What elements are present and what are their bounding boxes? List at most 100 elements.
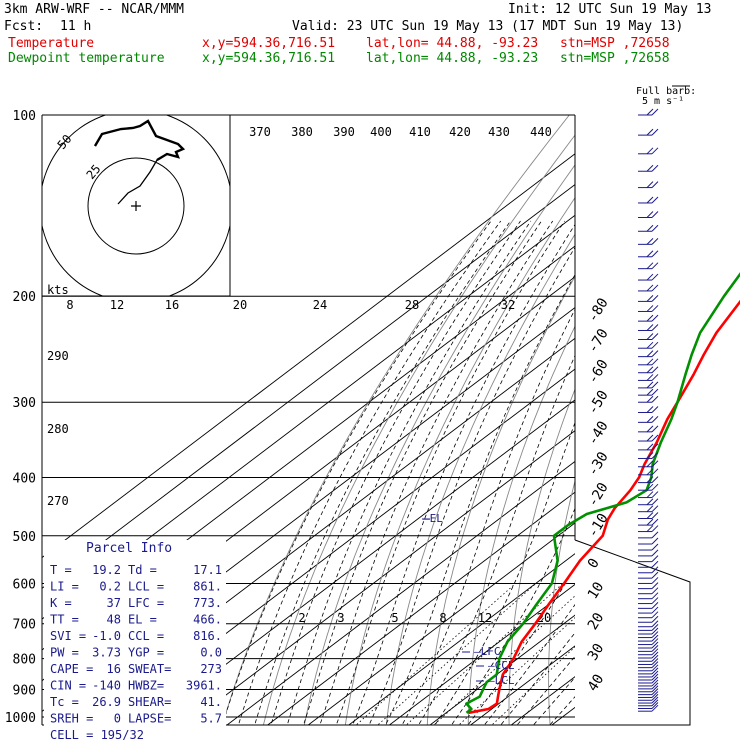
speed-unit-label: kts [47, 283, 69, 297]
valid-time: Valid: 23 UTC Sun 19 May 13 (17 MDT Sun … [292, 19, 684, 34]
isotherm-line [348, 553, 575, 725]
wind-barb-flag [651, 631, 659, 638]
hodo-trace-upper [93, 119, 186, 162]
isotherm-label: -30 [585, 449, 612, 479]
wind-barb-flag [651, 648, 659, 656]
isotherm-label: -60 [585, 357, 612, 387]
wind-barb-flag [651, 237, 659, 245]
annotation-lcl: —LCL [488, 674, 515, 687]
wind-barb-flag [651, 425, 659, 433]
parcel-value: 3.73 [92, 646, 121, 660]
annotation-ccl: —CCL [488, 659, 515, 672]
isotherm-line [185, 430, 575, 725]
wind-barb-flag [646, 505, 654, 513]
temp-latlon: lat,lon= 44.88, -93.23 [366, 36, 539, 51]
moist-adiabat-line [352, 223, 575, 725]
wind-barb-flag [651, 518, 659, 526]
parcel-value: 37 [107, 596, 121, 610]
wind-barb-flag [646, 305, 654, 312]
pressure-label: 700 [13, 618, 36, 633]
isotherm-label: -20 [585, 480, 612, 510]
theta-e-label: 380 [291, 125, 313, 139]
parcel-value: 3961. [186, 679, 222, 693]
wind-barb-flag [646, 237, 654, 245]
wind-barb-flag [651, 571, 659, 579]
wind-barb-flag [651, 679, 659, 687]
wind-barb-flag [646, 452, 654, 459]
mixing-ratio-line [355, 583, 516, 725]
hodo-ring-label: 25 [84, 162, 104, 182]
speed-label: 12 [110, 298, 124, 312]
wind-barb-flag [651, 273, 659, 281]
wind-barb-flag [651, 443, 659, 451]
wind-barb-flag [646, 512, 654, 519]
isotherm-line [42, 153, 575, 559]
isotherm-line [145, 399, 575, 725]
speed-label: 24 [313, 298, 327, 312]
wind-barb-flag [646, 358, 654, 366]
chart-header: 3km ARW-WRF -- NCAR/MMM Init: 12 UTC Sun… [0, 0, 740, 70]
parcel-label: Tc = [50, 695, 79, 709]
speed-label: 28 [405, 298, 419, 312]
wind-barb-flag [646, 434, 654, 442]
parcel-value: -1.0 [92, 629, 121, 643]
wind-barb-flag [646, 491, 654, 498]
parcel-value: 16 [107, 662, 121, 676]
wind-barb-flag [651, 350, 659, 357]
theta-e-label: 390 [333, 125, 355, 139]
pressure-label: 500 [13, 530, 36, 545]
wind-barb-flag [651, 696, 659, 704]
theta-label: 290 [47, 349, 69, 363]
wind-barb-flag [646, 314, 654, 322]
wind-barb-flag [646, 476, 654, 483]
isotherm-line [510, 676, 575, 725]
parcel-label: SWEAT= [128, 662, 171, 676]
parcel-value: 48 [107, 613, 121, 627]
hodo-ring-inner [87, 157, 185, 255]
wind-barb-flag [651, 577, 659, 584]
speed-label: 8 [66, 298, 73, 312]
wind-barb-flag [651, 702, 659, 709]
wind-barb-flag [651, 664, 659, 672]
wind-barb-flag [646, 468, 654, 476]
mixing-ratio-label: 12 [478, 611, 492, 625]
theta-e-label: 440 [530, 125, 552, 139]
parcel-label: SREH = [50, 712, 93, 726]
temp-xy: x,y=594.36,716.51 [202, 36, 336, 51]
wind-barb-flag [646, 181, 654, 188]
wind-barb-flag [651, 611, 659, 619]
wind-barb-flag [646, 250, 654, 258]
isotherm-label: -40 [585, 418, 612, 448]
isotherm-label: 40 [585, 672, 608, 695]
wind-barb-flag [646, 350, 654, 357]
legend-dewpoint: Dewpoint temperature [8, 51, 165, 66]
wind-barb-flag [646, 196, 654, 204]
wind-barb-flag [651, 395, 659, 403]
wind-barb-flag [651, 638, 659, 645]
parcel-value: 273 [200, 662, 222, 676]
isotherm-line [104, 368, 575, 725]
wind-barb-flag [651, 676, 659, 684]
wind-barb-flag [651, 341, 659, 349]
mixing-ratio-line [377, 583, 537, 725]
isotherm-line [469, 645, 575, 725]
wind-barb-flag [646, 395, 654, 403]
barb-legend-label: Full barb: [636, 86, 696, 97]
wind-barb-flag [651, 476, 659, 483]
parcel-label: LAPSE= [128, 712, 171, 726]
moist-adiabat-line [335, 220, 565, 725]
forecast-hour: 11 h [60, 19, 92, 34]
wind-barb-flag [651, 498, 659, 506]
wind-barb-flag [651, 128, 659, 136]
parcel-value: 773. [193, 596, 222, 610]
wind-barb-flag [651, 627, 659, 635]
dew-xy: x,y=594.36,716.51 [202, 51, 336, 66]
isotherm-label: -70 [585, 326, 612, 356]
dry-adiabat-line [695, 115, 740, 730]
dry-adiabat-line [508, 388, 575, 725]
dry-adiabat-line [660, 115, 740, 730]
theta-e-label: 400 [370, 125, 392, 139]
wind-barb-flag [651, 525, 659, 532]
isotherm-label: 30 [585, 641, 608, 664]
wind-barb-flag [651, 434, 659, 442]
